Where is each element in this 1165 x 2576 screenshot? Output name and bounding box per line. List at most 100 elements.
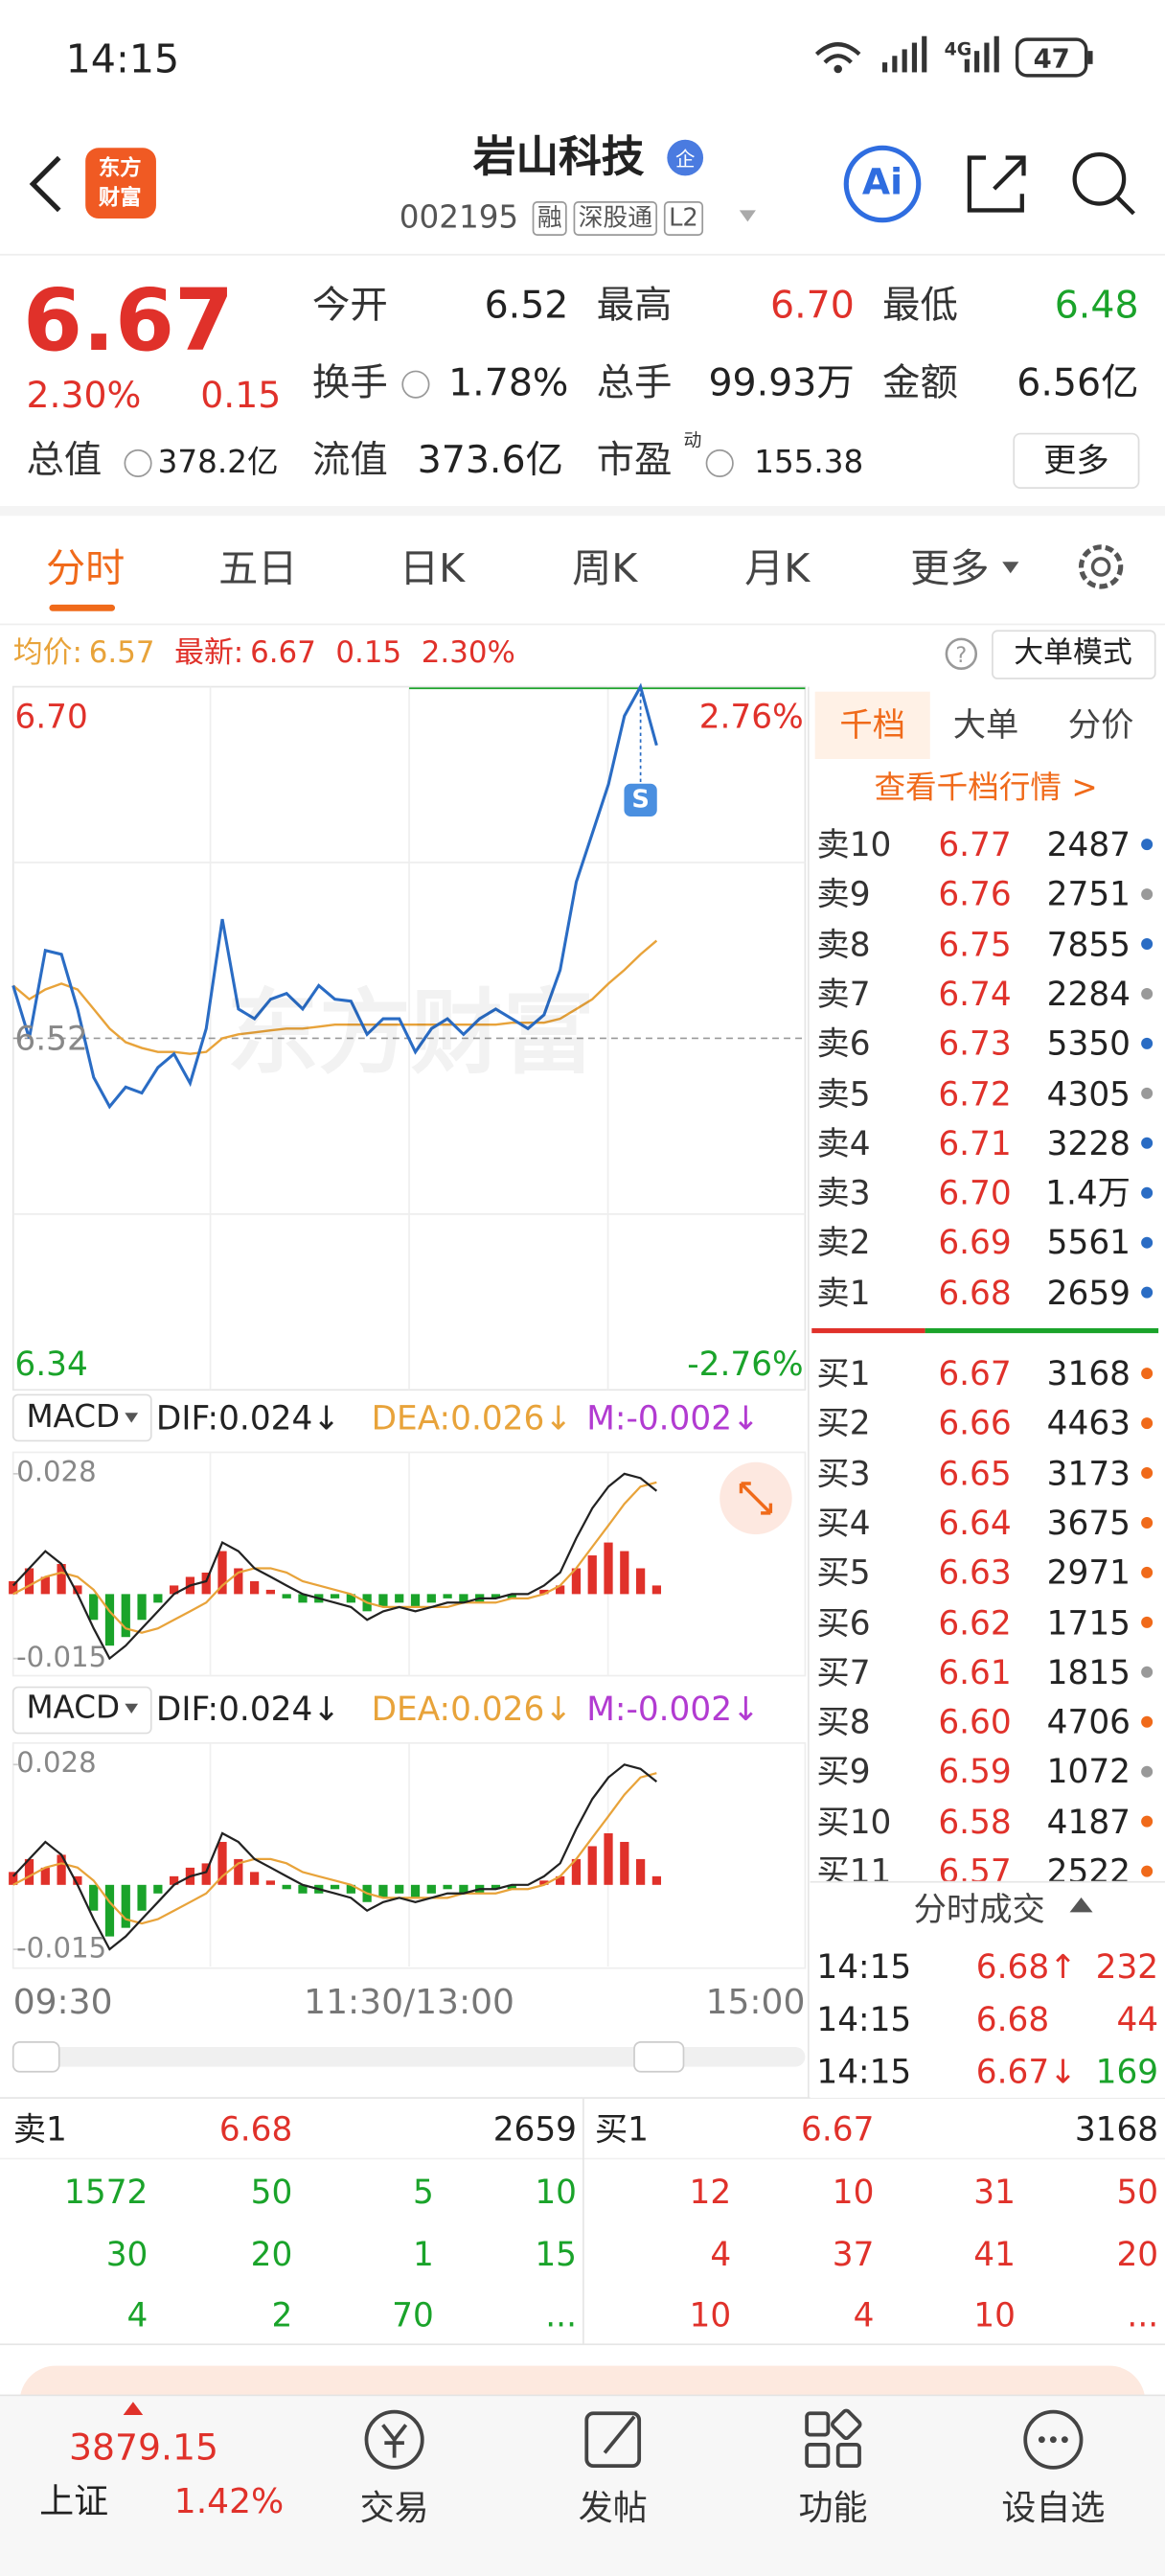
book-price: 6.66 [938, 1403, 1012, 1443]
macd-bar [265, 1880, 276, 1885]
macd-bar [651, 1585, 662, 1595]
y-tick-label: -0.015 [16, 1932, 107, 1966]
tag: 融 [532, 201, 567, 237]
book-label: 买8 [816, 1702, 871, 1742]
tab[interactable]: 月K [744, 545, 811, 592]
tab[interactable]: 日K [399, 545, 466, 592]
slider-handle[interactable] [11, 2041, 60, 2073]
stat-value: 6.56亿 [1017, 362, 1139, 405]
macd-bar [507, 1594, 516, 1598]
y-tick-label: 6.52 [14, 1018, 88, 1059]
book-label: 卖2 [816, 1223, 871, 1263]
book-tab[interactable]: 千档 [839, 704, 906, 745]
search-icon-handle [1115, 196, 1135, 216]
queue-label: 买1 [594, 2109, 650, 2150]
tab[interactable]: 周K [572, 545, 638, 592]
queue-order: ... [545, 2294, 577, 2335]
queue-order: 10 [689, 2294, 732, 2335]
book-dot [1141, 1137, 1154, 1149]
macd-bar [491, 1594, 501, 1598]
help-icon[interactable] [945, 637, 978, 671]
book-tab[interactable]: 大单 [952, 704, 1019, 745]
mode-button[interactable] [992, 630, 1156, 679]
book-price: 6.60 [938, 1702, 1012, 1742]
book-dot [1141, 1616, 1154, 1628]
change-pct: 2.30% [26, 376, 142, 418]
depth-link[interactable]: 查看千档行情 > [874, 770, 1098, 806]
more-button-label[interactable]: 更多 [1043, 440, 1109, 480]
share-icon[interactable] [967, 155, 1026, 213]
stock-name: 岩山科技 [472, 132, 645, 183]
dropdown-icon [125, 1413, 139, 1423]
stat-label: 今开 [311, 285, 388, 329]
book-label: 卖9 [816, 874, 871, 914]
nav-item[interactable]: 功能 [798, 2488, 868, 2528]
ai-label[interactable]: Ai [861, 162, 903, 204]
settings-icon[interactable] [1078, 544, 1124, 589]
indicator-name[interactable]: MACD [26, 1398, 121, 1436]
trade-time: 14:15 [816, 1946, 912, 1987]
macd-bar [330, 1594, 340, 1598]
queue-order: 12 [689, 2172, 732, 2212]
nav-item[interactable]: 发帖 [578, 2488, 648, 2528]
book-volume: 1072 [1046, 1752, 1131, 1792]
y-tick-label: 0.028 [16, 1747, 97, 1781]
book-dot [1141, 888, 1154, 901]
macd-bar [651, 1875, 662, 1885]
queue-order: 4 [710, 2233, 732, 2273]
macd-bar [153, 1884, 163, 1894]
macd-bar [265, 1589, 276, 1595]
dif-label: DIF:0.024↓ [155, 1689, 341, 1729]
trades-title[interactable]: 分时成交 [913, 1889, 1045, 1929]
book-dot [1141, 1286, 1154, 1299]
nav-icons [364, 2408, 1084, 2470]
tab[interactable]: 分时 [46, 545, 126, 592]
macd-bar [378, 1594, 388, 1607]
macd-bar [9, 1872, 18, 1885]
macd-bar [217, 1551, 227, 1595]
nav-item[interactable]: 交易 [359, 2488, 429, 2528]
status-icons [814, 35, 1093, 78]
search-icon[interactable] [1072, 152, 1127, 206]
logo-text: 东方 [98, 156, 142, 182]
tab[interactable]: 五日 [218, 545, 298, 592]
index-name[interactable]: 上证 [39, 2481, 109, 2521]
queue-price: 6.67 [801, 2109, 875, 2150]
stat-label: 金额 [882, 362, 958, 405]
indicator-select[interactable] [11, 1393, 152, 1442]
range-slider[interactable] [12, 2047, 806, 2067]
macd-bar [170, 1585, 179, 1595]
queue-order: 70 [392, 2294, 434, 2335]
queue-order: 10 [973, 2294, 1016, 2335]
book-label: 卖1 [816, 1273, 871, 1313]
badge-bg [667, 139, 704, 176]
queue-order: 1572 [64, 2172, 148, 2212]
macd-bar [620, 1841, 629, 1885]
book-tab[interactable]: 分价 [1067, 704, 1134, 745]
back-icon[interactable] [29, 155, 61, 213]
book-volume: 1815 [1046, 1652, 1131, 1692]
index-value: 3879.15 [69, 2427, 219, 2470]
stat-value: 1.78% [448, 362, 569, 405]
ai-icon[interactable] [843, 145, 922, 223]
macd-bar [40, 1576, 50, 1595]
more-button[interactable] [1013, 432, 1140, 490]
book-price: 6.72 [938, 1073, 1012, 1114]
macd-bar [73, 1875, 82, 1885]
nav-item[interactable]: 设自选 [1001, 2488, 1106, 2528]
indicator-select[interactable] [11, 1686, 152, 1735]
y-tick-label: 6.70 [14, 696, 88, 737]
mode-label[interactable]: 大单模式 [1014, 635, 1132, 671]
queue-order: 4 [853, 2294, 875, 2335]
indicator-name[interactable]: MACD [26, 1690, 121, 1726]
battery-level: 47 [1033, 42, 1070, 75]
macd-bar [571, 1858, 582, 1885]
dea-line [12, 1772, 657, 1925]
book-dot [1141, 839, 1154, 851]
tab[interactable]: 更多 [910, 545, 990, 592]
dea-line [12, 1481, 657, 1634]
book-dot [1141, 1037, 1154, 1049]
book-price: 6.61 [938, 1652, 1012, 1692]
slider-handle[interactable] [633, 2041, 685, 2073]
trade-time: 14:15 [816, 1999, 912, 2039]
